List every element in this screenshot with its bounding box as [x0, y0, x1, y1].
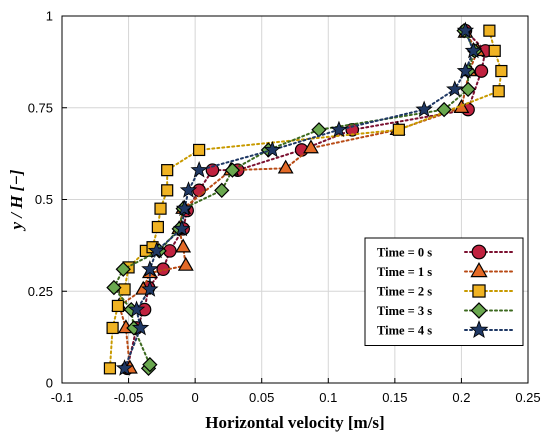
circle-marker — [474, 64, 489, 78]
star-marker — [175, 199, 194, 217]
diamond-marker — [460, 81, 476, 98]
x-axis-ticks: -0.1 -0.05 0 0.05 0.1 0.15 0.2 0.25 — [51, 378, 541, 405]
triangle-marker — [470, 262, 488, 278]
series-layer — [103, 21, 508, 376]
star-marker — [179, 181, 198, 198]
diamond-marker — [214, 182, 230, 198]
y-tick-label: 0.5 — [35, 192, 53, 207]
star-marker — [415, 100, 433, 117]
square-marker — [103, 362, 117, 375]
x-axis-label: Horizontal velocity [m/s] — [205, 413, 384, 432]
star-marker — [115, 359, 134, 376]
star-marker — [456, 21, 475, 39]
legend-item: Time = 1 s — [377, 262, 516, 279]
y-tick-label: 0 — [46, 376, 53, 391]
triangle-marker — [277, 159, 294, 174]
x-tick-label: 0.15 — [382, 390, 407, 405]
star-marker — [330, 120, 348, 138]
star-marker — [127, 300, 146, 317]
square-marker — [151, 220, 164, 234]
legend-item: Time = 0 s — [377, 244, 516, 260]
square-marker — [483, 24, 496, 37]
diamond-marker — [470, 302, 488, 319]
y-axis-label: y / H [−] — [7, 169, 26, 231]
star-marker — [131, 318, 150, 336]
star-marker — [190, 161, 208, 178]
star-marker — [456, 61, 475, 79]
x-tick-label: -0.1 — [51, 390, 73, 405]
square-marker — [495, 64, 508, 78]
diamond-marker — [142, 357, 158, 373]
square-marker — [111, 299, 125, 313]
triangle-marker — [303, 139, 319, 154]
series-4 — [115, 21, 483, 376]
diamond-marker — [436, 101, 452, 118]
square-marker — [161, 184, 174, 197]
square-marker — [193, 143, 206, 157]
triangle-marker — [177, 256, 194, 271]
square-marker — [161, 164, 174, 177]
diamond-marker — [106, 279, 122, 296]
triangle-marker — [175, 238, 192, 253]
y-tick-label: 0.25 — [28, 284, 53, 299]
square-marker — [154, 202, 167, 215]
x-tick-label: 0 — [192, 390, 199, 405]
y-axis-ticks: 0 0.25 0.5 0.75 1 — [28, 9, 67, 391]
legend-label: Time = 3 s — [377, 304, 432, 318]
y-tick-label: 1 — [46, 9, 53, 24]
legend-item: Time = 4 s — [377, 320, 516, 339]
x-tick-label: 0.05 — [249, 390, 274, 405]
square-marker — [488, 44, 501, 57]
diamond-marker — [224, 162, 241, 178]
circle-marker — [156, 262, 170, 277]
star-marker — [141, 260, 159, 277]
star-marker — [469, 320, 489, 339]
square-marker — [492, 85, 505, 98]
legend-label: Time = 1 s — [377, 265, 432, 279]
legend-item: Time = 2 s — [377, 284, 516, 299]
star-marker — [147, 241, 166, 259]
star-marker — [141, 280, 159, 297]
star-marker — [263, 140, 282, 158]
legend: Time = 0 s Time = 1 s Time = 2 s Time = 3 s… — [364, 237, 524, 346]
legend-label: Time = 0 s — [377, 246, 432, 260]
square-marker — [106, 321, 119, 335]
star-marker — [173, 219, 191, 237]
x-tick-label: -0.05 — [114, 390, 144, 405]
legend-item: Time = 3 s — [377, 302, 516, 319]
square-marker — [472, 284, 486, 298]
diamond-marker — [115, 261, 131, 277]
square-marker — [392, 123, 405, 136]
legend-label: Time = 2 s — [377, 285, 432, 299]
legend-box — [364, 237, 524, 346]
y-tick-label: 0.75 — [28, 100, 53, 115]
series-2 — [103, 24, 508, 375]
circle-marker — [471, 244, 487, 260]
x-tick-label: 0.1 — [319, 390, 337, 405]
x-tick-label: 0.2 — [452, 390, 470, 405]
star-marker — [446, 80, 464, 97]
legend-label: Time = 4 s — [377, 324, 432, 338]
x-tick-label: 0.25 — [515, 390, 540, 405]
star-marker — [464, 41, 483, 59]
square-marker — [118, 283, 131, 296]
